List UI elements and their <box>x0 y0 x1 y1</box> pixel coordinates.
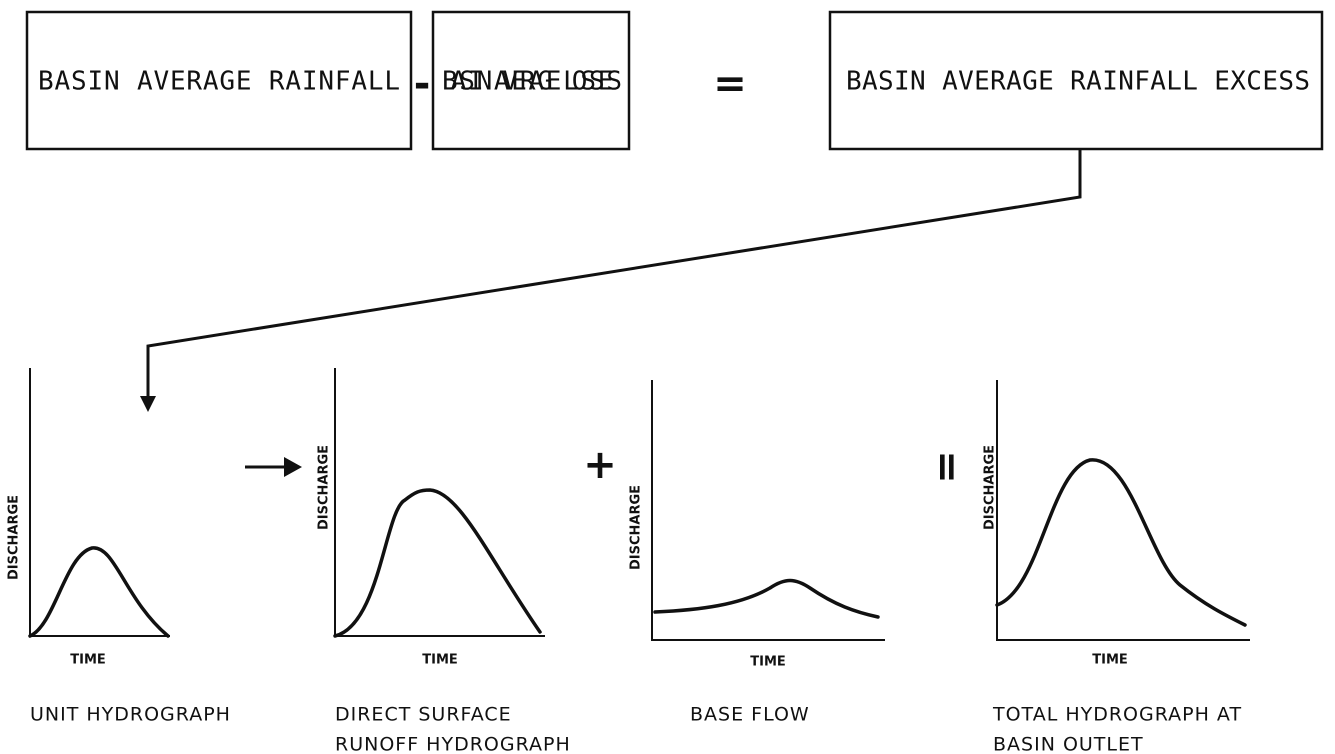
x-axis-label: TIME <box>1092 653 1128 668</box>
axes <box>334 368 545 637</box>
x-axis-label: TIME <box>750 655 786 670</box>
caption: BASIN OUTLET <box>993 734 1144 754</box>
arrowhead <box>284 457 302 477</box>
y-axis-label: DISCHARGE <box>317 445 332 530</box>
hydrograph-curve <box>28 546 170 638</box>
caption: UNIT HYDROGRAPH <box>30 704 231 726</box>
connector <box>146 149 1082 400</box>
operator: = <box>713 61 747 107</box>
caption: DIRECT SURFACE <box>335 704 512 726</box>
box <box>25 10 413 151</box>
caption: TOTAL HYDROGRAPH AT <box>992 704 1242 726</box>
x-axis-label: TIME <box>422 653 458 668</box>
operator: - <box>414 61 431 107</box>
hydrograph-curve <box>653 578 880 619</box>
operator: = <box>924 450 970 484</box>
box <box>431 10 631 151</box>
x-axis-label: TIME <box>70 653 106 668</box>
caption: BASE FLOW <box>690 704 810 726</box>
operator: + <box>583 442 617 488</box>
axes <box>996 380 1250 641</box>
box <box>828 10 1324 151</box>
y-axis-label: DISCHARGE <box>983 445 998 530</box>
axes <box>651 380 885 641</box>
hydrograph-curve <box>995 458 1247 627</box>
y-axis-label: DISCHARGE <box>629 485 644 570</box>
hydrograph-curve <box>333 488 542 638</box>
box-label: BASIN AVERAGE RAINFALL <box>38 67 400 97</box>
box-label: BASIN AVERAGE RAINFALL EXCESS <box>846 67 1310 97</box>
box-label: BASIN AVERAGE LOSSES <box>442 67 622 97</box>
arrowhead <box>140 396 156 412</box>
caption: RUNOFF HYDROGRAPH <box>335 734 571 754</box>
y-axis-label: DISCHARGE <box>7 495 22 580</box>
